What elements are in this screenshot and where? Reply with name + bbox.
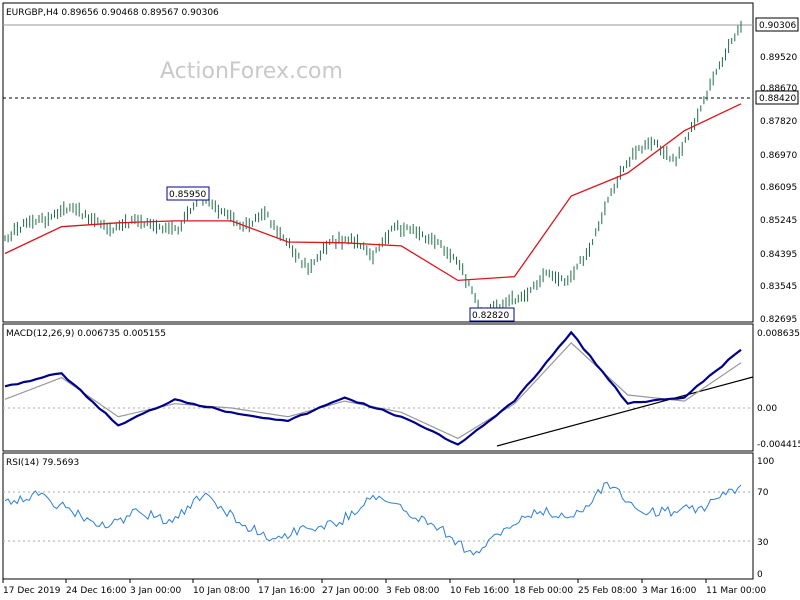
macd-y-tick: -0.004415 [757,440,800,450]
annotation-high-label: 0.85950 [169,190,206,200]
macd-header: MACD(12,26,9) 0.006735 0.005155 [6,329,166,339]
x-axis-label: 17 Dec 2019 [3,586,61,596]
x-axis-label: 10 Feb 16:00 [450,586,509,596]
price-y-tick: 0.86095 [760,183,797,193]
price-y-tick: 0.82695 [760,315,797,325]
macd-y-tick: 0.008635 [757,329,800,339]
macd-line [4,330,742,446]
rsi-y-tick: 70 [757,488,769,498]
x-axis-label: 3 Mar 16:00 [642,586,697,596]
rsi-y-tick: 30 [757,538,769,548]
price-y-tick: 0.89520 [760,53,797,63]
macd-panel-frame [2,323,754,452]
current-price-label: 0.90306 [759,21,796,31]
x-axis-label: 27 Jan 00:00 [322,586,379,596]
price-header: EURGBP,H4 0.89656 0.90468 0.89567 0.9030… [6,8,219,18]
annotation-low-label: 0.82820 [472,311,509,321]
price-y-tick: 0.87820 [760,117,797,127]
annotation-low: 0.82820 [469,307,515,322]
price-y-tick: 0.85245 [760,216,797,226]
moving-average-line [4,103,742,282]
rsi-panel-frame [2,452,754,580]
current-price-box [755,17,799,32]
price-panel: EURGBP,H4 0.89656 0.90468 0.89567 0.9030… [2,2,799,325]
macd-panel: MACD(12,26,9) 0.006735 0.005155 0.008635… [2,323,800,452]
x-axis-label: 17 Jan 16:00 [258,586,315,596]
x-axis-label: 18 Feb 00:00 [514,586,573,596]
rsi-y-tick: 100 [757,457,774,467]
price-y-tick: 0.83545 [760,282,797,292]
x-axis-label: 24 Dec 16:00 [66,586,127,596]
rsi-y-tick: 0 [757,570,763,580]
price-y-tick: 0.84395 [760,250,797,260]
annotation-high-box [166,186,210,201]
price-y-axis: 0.90306 0.88420 0.89520 0.88670 0.87820 … [755,17,799,325]
annotation-low-box [469,307,515,322]
price-panel-frame [2,2,754,323]
level-line-box [755,90,799,105]
rsi-header: RSI(14) 79.5693 [6,458,79,468]
annotation-high: 0.85950 [166,186,210,201]
x-axis-label: 10 Jan 08:00 [193,586,250,596]
watermark: ActionForex.com [160,59,343,84]
x-axis-label: 3 Jan 00:00 [130,586,182,596]
x-axis-label: 3 Feb 08:00 [386,586,440,596]
price-y-tick: 0.86970 [760,151,797,161]
x-axis: 17 Dec 2019 24 Dec 16:00 3 Jan 00:00 10 Jan… [2,578,766,596]
macd-trendline [496,376,754,447]
macd-y-tick: 0.00 [757,404,777,414]
price-bars [4,20,742,322]
rsi-panel: RSI(14) 79.5693 100 70 30 0 [2,452,774,580]
x-axis-label: 11 Mar 00:00 [706,586,766,596]
x-axis-label: 25 Feb 08:00 [578,586,637,596]
rsi-line [4,481,742,556]
level-line-label: 0.88420 [759,94,796,104]
price-y-tick: 0.88670 [760,84,797,94]
